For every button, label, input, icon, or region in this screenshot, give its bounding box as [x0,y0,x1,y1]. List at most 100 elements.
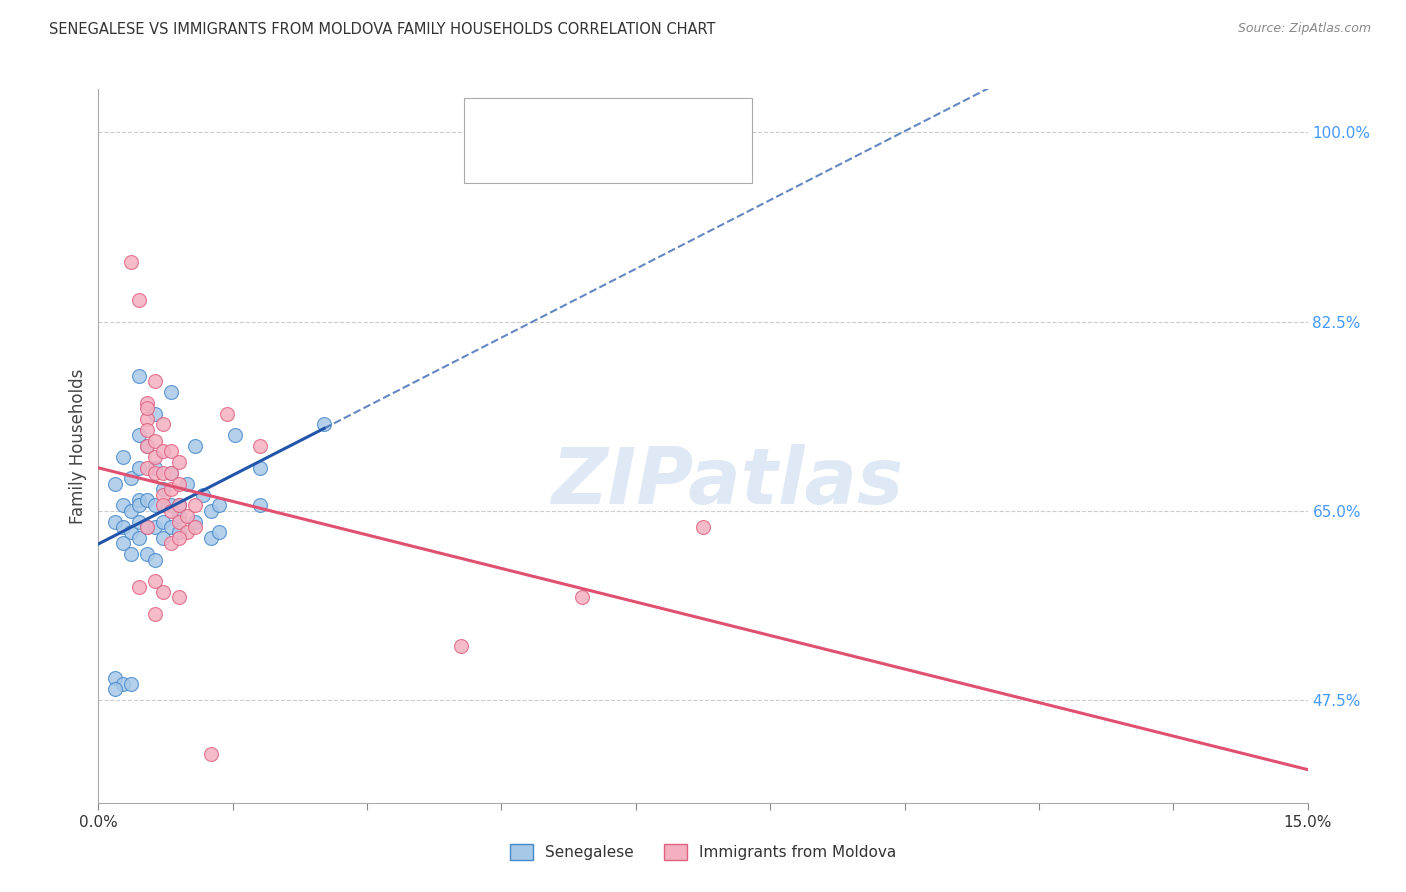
Point [128,580,150,594]
Text: R =: R = [522,149,555,163]
Point [143,460,166,475]
Point [167,509,190,524]
Point [160,520,183,534]
Point [143,374,166,388]
Point [128,515,150,529]
Text: 52: 52 [631,113,652,128]
Point [103,682,125,697]
Point [184,520,207,534]
Point [571,591,593,605]
Point [692,520,714,534]
Point [184,515,207,529]
Point [314,417,336,432]
Point [152,488,174,502]
Point [167,531,190,545]
Point [152,499,174,513]
Point [143,466,166,480]
Point [249,439,271,453]
Point [135,520,157,534]
Point [120,504,142,518]
Point [128,293,150,307]
Point [193,488,215,502]
Point [103,672,125,686]
Point [200,531,222,545]
Point [200,504,222,518]
Point [208,499,231,513]
Point [143,407,166,421]
Y-axis label: Family Households: Family Households [69,368,87,524]
Text: N =: N = [610,149,644,163]
Point [143,607,166,621]
Point [111,536,134,550]
Point [152,482,174,496]
Point [120,677,142,691]
Point [167,515,190,529]
Point [176,509,198,524]
Point [143,434,166,448]
Point [167,591,190,605]
Point [249,499,271,513]
Text: SENEGALESE VS IMMIGRANTS FROM MOLDOVA FAMILY HOUSEHOLDS CORRELATION CHART: SENEGALESE VS IMMIGRANTS FROM MOLDOVA FA… [49,22,716,37]
Point [128,428,150,442]
Point [224,428,246,442]
Text: ZIPatlas: ZIPatlas [551,443,903,520]
Point [152,585,174,599]
Point [135,439,157,453]
Point [111,499,134,513]
Point [128,368,150,383]
Point [160,536,183,550]
Point [103,476,125,491]
Legend: Senegalese, Immigrants from Moldova: Senegalese, Immigrants from Moldova [503,838,903,866]
Point [152,515,174,529]
Point [152,417,174,432]
Point [111,677,134,691]
Text: R =: R = [522,113,555,128]
Point [217,407,239,421]
Point [143,552,166,566]
Point [176,525,198,540]
Point [135,547,157,561]
Point [160,504,183,518]
Point [160,384,183,399]
Point [167,525,190,540]
Point [143,450,166,464]
Text: 43: 43 [638,149,659,163]
Text: -0.141: -0.141 [550,149,605,163]
Point [111,450,134,464]
Point [135,423,157,437]
Point [176,476,198,491]
Point [249,460,271,475]
Point [152,466,174,480]
Point [128,493,150,508]
Text: 0.255: 0.255 [550,113,598,128]
Point [120,547,142,561]
Point [143,520,166,534]
Point [200,747,222,761]
Point [152,444,174,458]
Point [160,499,183,513]
Point [143,574,166,589]
Point [135,493,157,508]
Point [160,444,183,458]
Point [167,499,190,513]
Point [167,455,190,469]
Point [167,499,190,513]
Point [135,520,157,534]
Text: Source: ZipAtlas.com: Source: ZipAtlas.com [1237,22,1371,36]
Point [160,482,183,496]
Point [160,466,183,480]
Point [167,476,190,491]
Point [120,255,142,269]
Point [128,460,150,475]
Point [128,531,150,545]
Point [120,525,142,540]
Point [135,439,157,453]
Point [135,460,157,475]
Point [208,525,231,540]
Point [143,499,166,513]
Point [103,515,125,529]
Point [120,471,142,485]
Point [135,401,157,416]
Point [111,520,134,534]
Point [160,466,183,480]
